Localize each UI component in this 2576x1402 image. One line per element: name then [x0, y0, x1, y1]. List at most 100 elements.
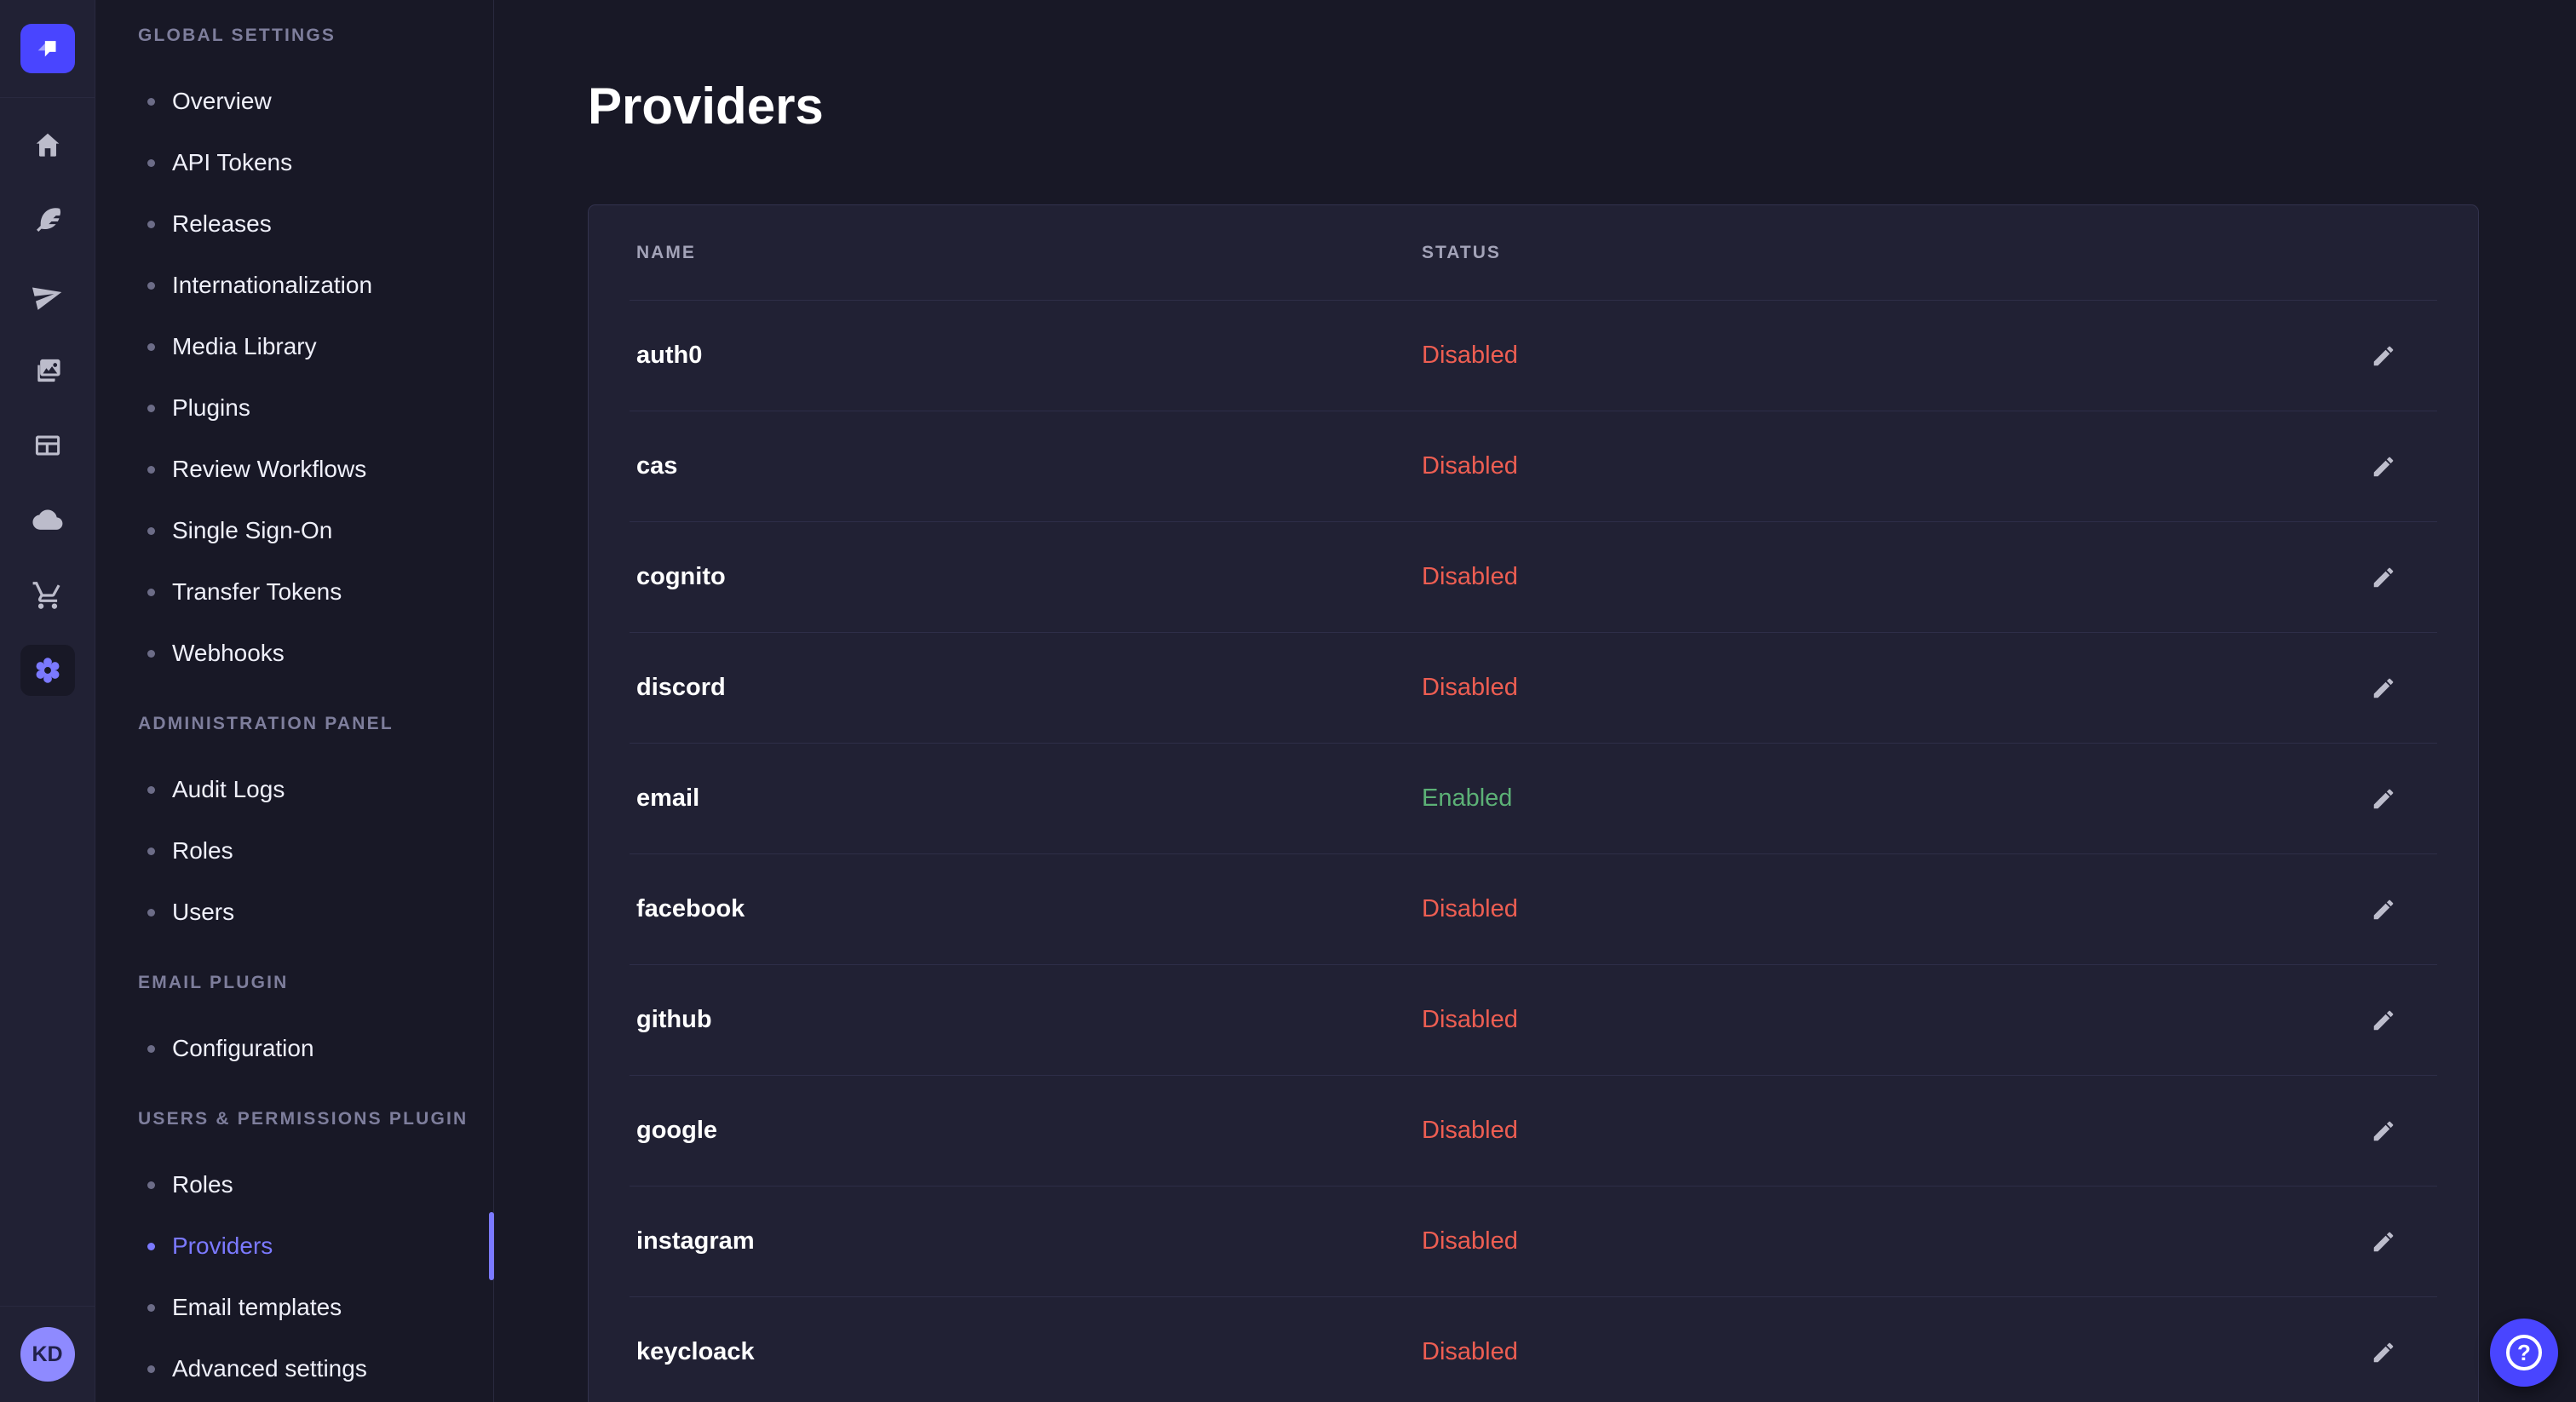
- bullet-icon: [147, 1181, 155, 1189]
- sidebar-section-list: Overview API Tokens Releases Internation…: [95, 71, 493, 684]
- bullet-icon: [147, 465, 155, 474]
- help-button[interactable]: ?: [2490, 1319, 2558, 1387]
- sidebar-section: GLOBAL SETTINGS Overview API Tokens Rele…: [95, 5, 493, 684]
- bullet-icon: [147, 908, 155, 916]
- rail-bottom: KD: [0, 1306, 95, 1402]
- rail-button-gear[interactable]: [20, 645, 75, 696]
- sidebar-item-label: Webhooks: [172, 640, 285, 666]
- sidebar-item-api-tokens[interactable]: API Tokens: [95, 132, 493, 193]
- provider-actions-cell: [2326, 1222, 2437, 1261]
- sidebar-item-label: Internationalization: [172, 272, 373, 298]
- edit-provider-button[interactable]: [2364, 669, 2403, 708]
- provider-actions-cell: [2326, 1001, 2437, 1040]
- rail-button-layout[interactable]: [20, 420, 75, 471]
- bullet-icon: [147, 220, 155, 228]
- column-header-name: NAME: [636, 242, 696, 262]
- provider-name-cell: cas: [636, 452, 678, 480]
- sidebar-item-review-workflows[interactable]: Review Workflows: [95, 439, 493, 500]
- main-content: Providers NAME STATUS auth0 Disabled cas…: [494, 0, 2576, 1402]
- provider-actions-cell: [2326, 558, 2437, 597]
- sidebar-item-label: Audit Logs: [172, 776, 285, 802]
- sidebar-item-releases[interactable]: Releases: [95, 193, 493, 255]
- settings-sub-nav: GLOBAL SETTINGS Overview API Tokens Rele…: [95, 0, 494, 1402]
- bullet-icon: [147, 847, 155, 855]
- edit-provider-button[interactable]: [2364, 1222, 2403, 1261]
- table-row-github: github Disabled: [630, 964, 2437, 1075]
- provider-status-cell: Disabled: [1422, 1227, 1518, 1255]
- rail-button-images[interactable]: [20, 345, 75, 396]
- sidebar-item-media-library[interactable]: Media Library: [95, 316, 493, 377]
- strapi-logo-button[interactable]: [20, 24, 75, 73]
- edit-provider-button[interactable]: [2364, 447, 2403, 486]
- sidebar-item-configuration[interactable]: Configuration: [95, 1018, 493, 1079]
- sidebar-item-label: Advanced settings: [172, 1355, 367, 1382]
- edit-provider-button[interactable]: [2364, 558, 2403, 597]
- rail-button-paper-plane[interactable]: [20, 270, 75, 321]
- provider-name-cell: github: [636, 1006, 712, 1033]
- provider-actions-cell: [2326, 336, 2437, 376]
- sidebar-item-label: Roles: [172, 1171, 233, 1198]
- images-icon: [37, 359, 60, 382]
- provider-actions-cell: [2326, 1333, 2437, 1372]
- rail-button-cloud[interactable]: [20, 495, 75, 546]
- column-header-status: STATUS: [1422, 242, 1501, 262]
- edit-provider-button[interactable]: [2364, 890, 2403, 929]
- sidebar-item-label: Providers: [172, 1232, 273, 1259]
- provider-name-cell: facebook: [636, 895, 745, 922]
- rail-button-shopping-cart[interactable]: [20, 570, 75, 621]
- edit-provider-button[interactable]: [2364, 779, 2403, 819]
- provider-status-cell: Disabled: [1422, 1338, 1518, 1365]
- layout-icon: [35, 435, 60, 456]
- rail-button-home[interactable]: [20, 120, 75, 171]
- sidebar-item-roles[interactable]: Roles: [95, 820, 493, 882]
- provider-status-cell: Disabled: [1422, 452, 1518, 480]
- page-title: Providers: [588, 78, 824, 135]
- provider-actions-cell: [2326, 779, 2437, 819]
- edit-provider-button[interactable]: [2364, 1001, 2403, 1040]
- sidebar-section-list: Audit Logs Roles Users: [95, 759, 493, 943]
- cloud-icon: [32, 509, 62, 530]
- sidebar-item-internationalization[interactable]: Internationalization: [95, 255, 493, 316]
- avatar[interactable]: KD: [20, 1327, 75, 1382]
- sidebar-item-label: Review Workflows: [172, 456, 367, 482]
- shopping-cart-icon: [32, 582, 60, 609]
- bullet-icon: [147, 526, 155, 535]
- edit-provider-button[interactable]: [2364, 1112, 2403, 1151]
- sidebar-section-list: Configuration: [95, 1018, 493, 1079]
- bullet-icon: [147, 342, 155, 351]
- pencil-icon: [2373, 346, 2394, 365]
- feather-icon: [36, 208, 60, 232]
- sidebar-item-label: API Tokens: [172, 149, 293, 175]
- provider-actions-cell: [2326, 669, 2437, 708]
- edit-provider-button[interactable]: [2364, 1333, 2403, 1372]
- sidebar-item-plugins[interactable]: Plugins: [95, 377, 493, 439]
- provider-name-cell: instagram: [636, 1227, 755, 1255]
- bullet-icon: [147, 1242, 155, 1250]
- sidebar-item-single-sign-on[interactable]: Single Sign-On: [95, 500, 493, 561]
- sidebar-item-webhooks[interactable]: Webhooks: [95, 623, 493, 684]
- sidebar-item-label: Configuration: [172, 1035, 314, 1061]
- edit-provider-button[interactable]: [2364, 336, 2403, 376]
- main-nav-rail: KD: [0, 0, 95, 1402]
- sidebar-item-transfer-tokens[interactable]: Transfer Tokens: [95, 561, 493, 623]
- sidebar-item-email-templates[interactable]: Email templates: [95, 1277, 493, 1338]
- sidebar-item-users[interactable]: Users: [95, 882, 493, 943]
- table-row-facebook: facebook Disabled: [630, 853, 2437, 964]
- table-row-email: email Enabled: [630, 743, 2437, 853]
- sidebar-section: ADMINISTRATION PANEL Audit Logs Roles Us…: [95, 693, 493, 943]
- sidebar-item-audit-logs[interactable]: Audit Logs: [95, 759, 493, 820]
- rail-button-feather[interactable]: [20, 195, 75, 246]
- bullet-icon: [147, 1044, 155, 1053]
- table-body: auth0 Disabled cas Disabled cognito Disa…: [630, 300, 2437, 1402]
- sidebar-section-list: Roles Providers Email templates Advanced…: [95, 1154, 494, 1399]
- sidebar-item-roles[interactable]: Roles: [95, 1154, 493, 1215]
- sidebar-item-advanced-settings[interactable]: Advanced settings: [95, 1338, 493, 1399]
- sidebar-item-providers[interactable]: Providers: [95, 1212, 494, 1280]
- bullet-icon: [147, 1365, 155, 1373]
- pencil-icon: [2373, 567, 2394, 587]
- sidebar-item-overview[interactable]: Overview: [95, 71, 493, 132]
- provider-status-cell: Disabled: [1422, 342, 1518, 369]
- provider-actions-cell: [2326, 1112, 2437, 1151]
- bullet-icon: [147, 97, 155, 106]
